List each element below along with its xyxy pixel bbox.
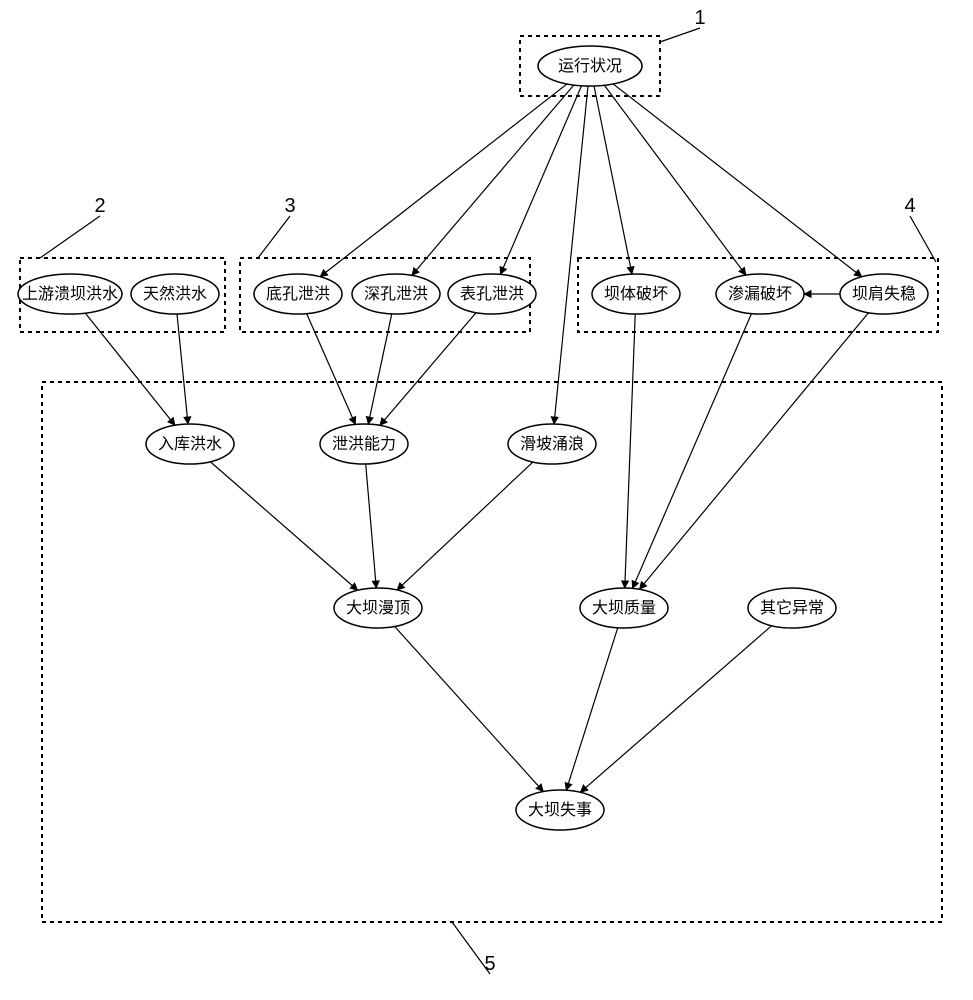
edge-surgewave-overtop (397, 462, 533, 590)
group-label-g2: 2 (94, 195, 105, 217)
edge-operation-seepage (604, 85, 746, 275)
node-label-bodydmg: 坝体破坏 (604, 285, 668, 303)
diagram-canvas: 1 2 3 4 5 运行状况上游溃坝洪水 天然洪水 底孔泄洪 深孔泄洪 表孔泄洪 坝体破坏 渗漏破坏… (0, 0, 973, 1000)
edge-surfacehole-discharge (380, 313, 476, 426)
edge-operation-bottomhole (320, 84, 567, 277)
node-label-quality: 大坝质量 (592, 599, 656, 617)
edge-operation-surfacehole (500, 86, 581, 275)
edge-abutment-quality (639, 313, 868, 590)
nodes-layer: 运行状况上游溃坝洪水 天然洪水 底孔泄洪 深孔泄洪 表孔泄洪 坝体破坏 渗漏破坏 坝肩失稳入库… (18, 46, 928, 830)
node-label-failure: 大坝失事 (528, 801, 592, 819)
edge-inflow-overtop (210, 462, 357, 591)
edge-discharge-overtop (366, 464, 377, 588)
edge-upstream-inflow (85, 313, 175, 425)
leader-line (258, 216, 290, 258)
leader-line (452, 922, 490, 974)
edge-operation-deephole (412, 85, 574, 275)
node-label-inflow: 入库洪水 (158, 435, 222, 453)
group-label-g5: 5 (484, 953, 495, 975)
leader-line (910, 216, 936, 262)
edge-seepage-quality (632, 314, 751, 589)
edge-bodydmg-quality (625, 314, 635, 588)
node-label-discharge: 泄洪能力 (332, 435, 396, 453)
edge-overtop-failure (395, 627, 544, 792)
node-label-other: 其它异常 (760, 599, 824, 617)
group-label-g1: 1 (694, 7, 705, 29)
group-label-g3: 3 (284, 195, 295, 217)
node-label-overtop: 大坝漫顶 (346, 599, 410, 617)
node-label-abutment: 坝肩失稳 (852, 285, 916, 303)
group-label-g4: 4 (904, 195, 915, 217)
node-label-surfacehole: 表孔泄洪 (460, 285, 524, 303)
node-label-surgewave: 滑坡涌浪 (520, 435, 584, 453)
node-label-natural: 天然洪水 (143, 285, 207, 303)
leader-line (40, 216, 100, 258)
edge-bottomhole-discharge (307, 314, 356, 425)
edge-deephole-discharge (368, 314, 392, 424)
node-label-operation: 运行状况 (558, 57, 622, 75)
edge-natural-inflow (177, 314, 188, 424)
leader-line (660, 28, 700, 42)
group-boxes-layer: 1 2 3 4 5 (20, 7, 942, 975)
node-label-bottomhole: 底孔泄洪 (266, 285, 330, 303)
node-label-upstream: 上游溃坝洪水 (22, 285, 118, 303)
edge-operation-abutment (613, 84, 862, 277)
edge-other-failure (580, 626, 771, 793)
node-label-deephole: 深孔泄洪 (364, 285, 428, 303)
node-label-seepage: 渗漏破坏 (728, 285, 792, 303)
